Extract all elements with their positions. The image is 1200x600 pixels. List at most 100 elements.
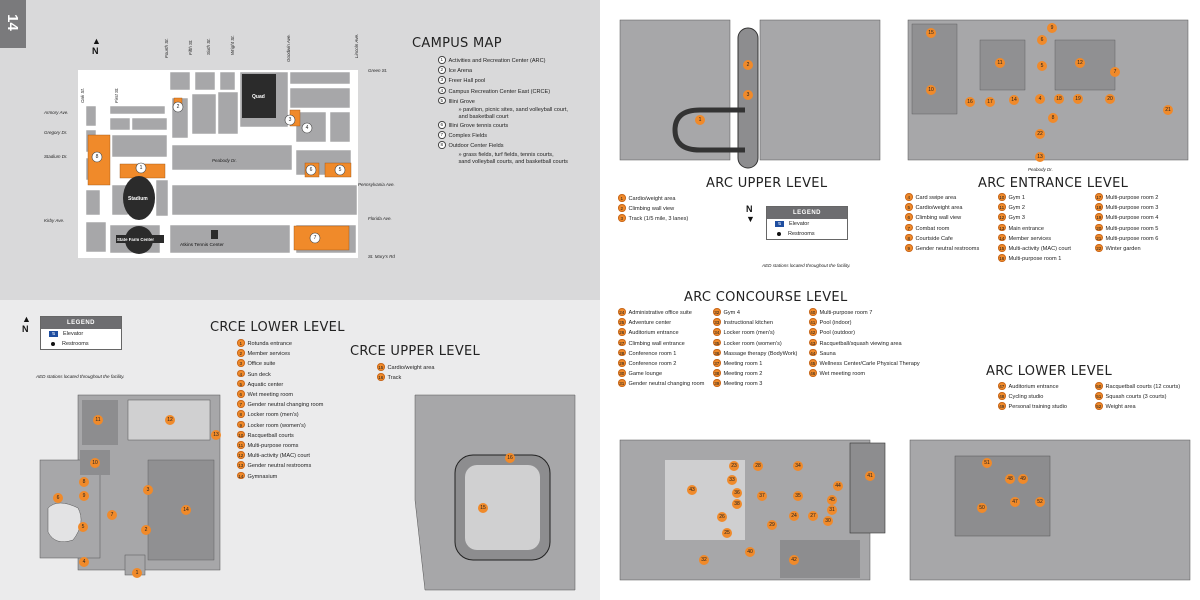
list-item-label: Multi-purpose room 6 [1106, 234, 1159, 244]
list-item-label: Auditorium entrance [629, 328, 679, 338]
number-marker-icon: 31 [618, 379, 626, 387]
legend-title: LEGEND [767, 207, 847, 219]
number-marker-icon: 3 [618, 214, 626, 222]
list-item: 29 Conference room 2 [618, 359, 704, 369]
crce-floorplans: 11 12 10 8 9 6 7 5 4 3 2 1 14 13 15 16 [39, 394, 576, 591]
list-item-text: Squash courts (3 courts) [1105, 394, 1167, 401]
list-item: 46 Wet meeting room [809, 369, 920, 379]
number-marker-icon: 34 [713, 328, 721, 336]
number-marker-icon: 3 [237, 359, 245, 367]
state-farm-label: State Farm Center [117, 237, 154, 242]
list-item: 19 Multi-purpose room 4 [1095, 213, 1158, 223]
list-item: 41 Pool (indoor) [809, 318, 920, 328]
svg-text:7: 7 [1114, 69, 1117, 75]
svg-text:38: 38 [734, 501, 740, 507]
list-item-text: Auditorium entrance [628, 330, 679, 337]
list-item-label: Conference room 1 [629, 349, 677, 359]
number-marker-icon: 37 [713, 359, 721, 367]
list-item-label: Sauna [820, 349, 836, 359]
list-item-text: Multi-purpose room 7 [819, 310, 873, 316]
list-item-text: Member services [247, 351, 291, 358]
number-marker-icon: 24 [618, 308, 626, 316]
restroom-icon [51, 342, 55, 346]
svg-text:24: 24 [791, 513, 797, 519]
svg-text:13: 13 [213, 432, 219, 438]
number-marker-icon: 49 [998, 402, 1006, 410]
list-item: 24 Administrative office suite [618, 308, 704, 318]
svg-text:9: 9 [1051, 25, 1054, 31]
number-marker-icon: 21 [1095, 233, 1103, 242]
list-item-text: Wet meeting room [819, 371, 866, 378]
number-marker-icon: 12 [237, 451, 245, 459]
campus-map-drawing: Quad Stadium State Farm Center Atkins Te… [43, 34, 395, 259]
arc-lower-title: ARC LOWER LEVEL [986, 364, 1113, 379]
list-item: 10 Gym 1 [998, 193, 1071, 203]
list-item: 30 Game lounge [618, 369, 704, 379]
list-item: 27 Climbing wall entrance [618, 338, 704, 349]
arc-concourse-title: ARC CONCOURSE LEVEL [684, 290, 848, 305]
number-marker-icon: 4 [905, 193, 913, 201]
svg-text:35: 35 [795, 493, 801, 499]
list-item-subtext: and basketball court [458, 114, 509, 121]
svg-text:26: 26 [719, 514, 725, 520]
list-item-label: Multi-purpose room 1 [1009, 254, 1062, 264]
number-marker-icon: 48 [998, 392, 1006, 400]
svg-text:42: 42 [791, 557, 797, 563]
svg-text:1: 1 [136, 570, 139, 576]
list-item-label: Pool (outdoor) [820, 328, 855, 338]
list-item-label: Courtside Cafe [916, 234, 953, 244]
list-item-label: Activities and Recreation Center (ARC) [449, 56, 546, 66]
list-item-text: Sun deck [247, 371, 271, 378]
list-item-text: Conference room 1 [628, 350, 677, 357]
list-item-label: Track (1/5 mile, 3 lanes) [629, 214, 689, 224]
list-item-label: Wet meeting room [248, 390, 294, 400]
list-item: 44 Sauna [809, 348, 920, 359]
list-item-label: Multi-purpose room 3 [1106, 203, 1159, 213]
street-stadium: Stadium Dr. [44, 154, 68, 159]
list-item-label: Wellness Center/Carle Physical Therapy [820, 359, 920, 369]
svg-text:4: 4 [1039, 96, 1042, 102]
list-item-text: Climbing wall view [915, 215, 962, 222]
street-kirby: Kirby Ave. [44, 218, 64, 223]
arc-entrance-title: ARC ENTRANCE LEVEL [978, 176, 1129, 191]
svg-text:21: 21 [1165, 107, 1171, 113]
list-item-label: Administrative office suite [629, 308, 692, 318]
list-item: 1 Activities and Recreation Center (ARC) [438, 56, 568, 66]
north-arrow-icon: N ▼ [746, 204, 755, 224]
elevator-icon: ⇅ [775, 221, 784, 227]
street-lincoln: Lincoln Ave. [354, 34, 359, 58]
number-marker-icon: 8 [237, 410, 245, 418]
list-item-text: Meeting room 1 [723, 361, 763, 368]
list-item-label: Ice Arena [449, 66, 473, 76]
list-item-text: Cardio/weight area [915, 205, 963, 212]
number-marker-icon: 32 [713, 308, 721, 316]
list-item: 5 Illini Grove » pavilion, picnic sites, s… [438, 96, 568, 121]
svg-text:19: 19 [1075, 96, 1081, 102]
list-item: 4 Card swipe area [905, 193, 979, 203]
list-item-label: Multi-purpose rooms [248, 441, 299, 451]
list-item-text: Pool (indoor) [819, 320, 852, 327]
number-marker-icon: 22 [1095, 244, 1103, 252]
list-item-label: Auditorium entrance [1009, 382, 1059, 392]
number-marker-icon: 46 [809, 369, 817, 377]
list-item-label: Climbing wall view [916, 213, 962, 223]
list-item: 52 Weight area [1095, 402, 1180, 412]
list-item-text: Ice Arena [448, 68, 473, 75]
list-item: 5 Cardio/weight area [905, 203, 979, 213]
svg-text:10: 10 [92, 460, 98, 466]
list-item-label: Main entrance [1009, 224, 1044, 234]
number-marker-icon: 9 [905, 244, 913, 252]
svg-text:1: 1 [140, 165, 143, 171]
list-item: 33 Instructional kitchen [713, 318, 797, 328]
legend-box: LEGEND ⇅ Elevator Restrooms [40, 316, 122, 350]
list-item: 36 Massage therapy (BodyWork) [713, 348, 797, 359]
svg-text:10: 10 [928, 87, 934, 93]
list-item: 3 Office suite [237, 359, 323, 369]
number-marker-icon: 25 [618, 318, 626, 326]
list-item: 22 Winter garden [1095, 244, 1158, 254]
list-item-label: Personal training studio [1009, 402, 1067, 412]
list-item-text: Outdoor Center Fields [448, 143, 504, 150]
svg-text:5: 5 [82, 524, 85, 530]
list-item: 2 Ice Arena [438, 66, 568, 76]
number-marker-icon: 33 [713, 318, 721, 326]
